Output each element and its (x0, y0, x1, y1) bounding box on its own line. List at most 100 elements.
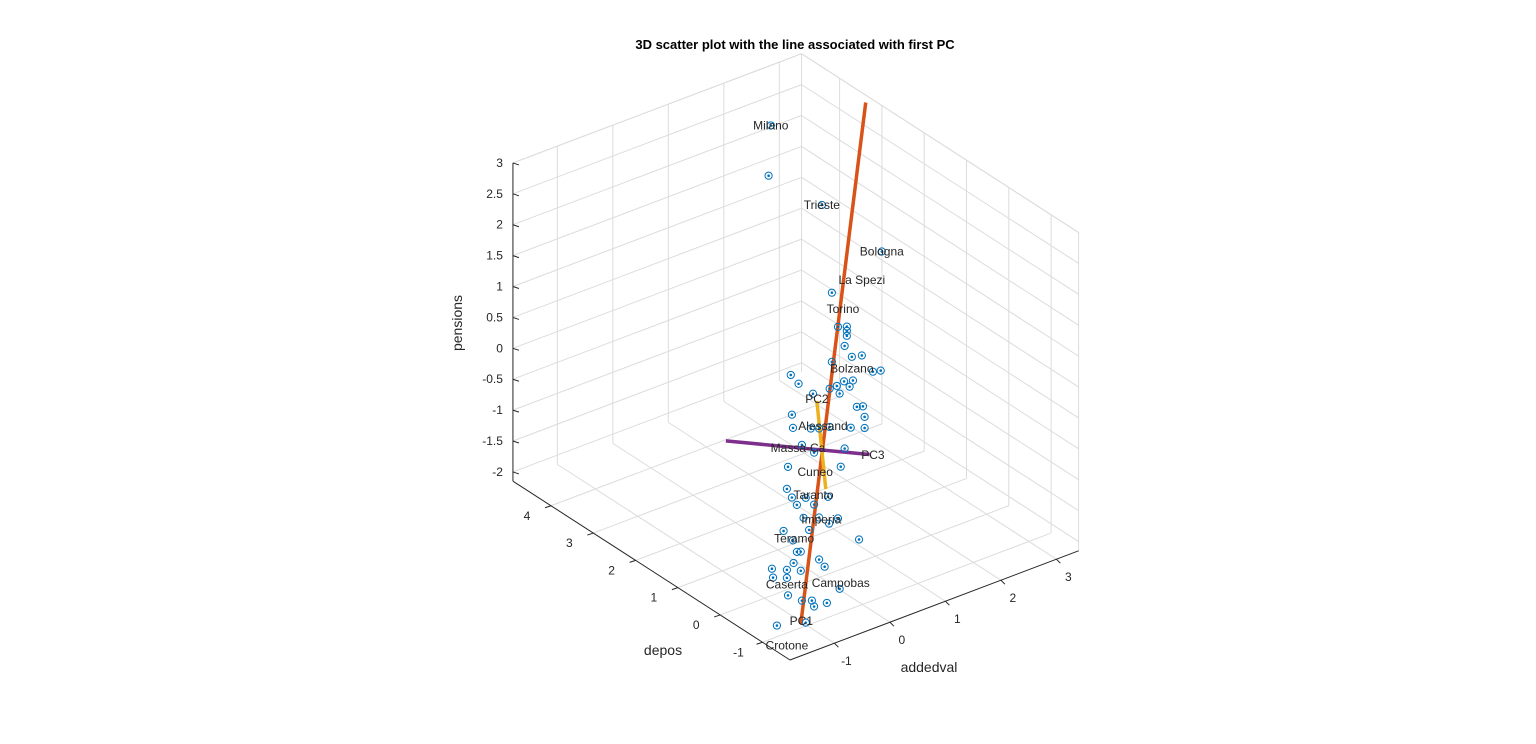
y-tick-label: -1 (733, 645, 744, 659)
data-point (764, 171, 773, 180)
point-ring (767, 564, 777, 573)
point-dot (830, 291, 834, 294)
grid-line (512, 176, 802, 287)
point-dot (810, 599, 814, 602)
point-dot (817, 558, 821, 561)
z-tick (512, 316, 520, 320)
z-tick-label: 2 (496, 218, 503, 232)
point-ring (815, 555, 824, 564)
data-point (827, 357, 836, 366)
point-ring (782, 573, 792, 582)
point-ring (807, 596, 816, 605)
point-label: La Spezi (838, 273, 885, 287)
grid-line (635, 450, 925, 561)
point-ring (797, 440, 806, 450)
data-point (789, 558, 798, 568)
z-tick-label: -2 (492, 465, 503, 479)
point-ring (827, 357, 836, 366)
point-ring (852, 402, 861, 411)
point-ring (825, 422, 834, 432)
data-point (842, 326, 851, 335)
y-tick (587, 532, 594, 536)
point-ring (835, 584, 844, 593)
data-point (839, 377, 849, 386)
point-ring (783, 462, 793, 471)
data-point (860, 412, 869, 421)
y-tick (756, 641, 763, 645)
data-point (801, 493, 810, 502)
data-point (794, 379, 803, 388)
point-ring (810, 448, 819, 457)
z-tick-label: -1.5 (482, 434, 503, 448)
box-edge (801, 53, 1079, 233)
data-point (858, 402, 868, 411)
y-tick-label: 1 (651, 591, 658, 605)
x-tick (1000, 579, 1006, 585)
point-dot (857, 538, 861, 541)
point-dot (830, 360, 834, 364)
data-point (810, 602, 819, 611)
point-dot (809, 427, 813, 430)
point-dot (786, 594, 790, 597)
z-tick-label: 2.5 (486, 187, 503, 201)
grid-line (512, 145, 802, 257)
data-point (797, 440, 806, 450)
point-ring (858, 402, 868, 411)
z-tick (512, 162, 520, 166)
data-point (767, 564, 777, 573)
data-point (857, 351, 866, 360)
grid-line (677, 477, 967, 589)
point-ring (799, 513, 808, 522)
point-labels: Milano Trieste Bologna Torino La Spezi Bolzan… (753, 118, 904, 652)
point-label: Massa-Ca (771, 441, 826, 455)
point-ring (836, 462, 845, 471)
point-ring (842, 326, 851, 335)
point-label: Torino (827, 302, 860, 316)
point-label: Milano (753, 118, 789, 132)
point-ring (876, 366, 885, 375)
data-point (792, 500, 802, 509)
point-dot (770, 567, 774, 571)
data-point (815, 555, 824, 564)
point-dot (812, 451, 816, 454)
point-ring (764, 171, 773, 180)
z-tick (512, 286, 520, 289)
data-point (868, 367, 878, 376)
data-point (815, 513, 824, 522)
point-ring (845, 382, 854, 391)
point-dot (799, 569, 803, 573)
x-axis-line (789, 550, 1079, 661)
point-ring (787, 410, 797, 419)
point-dot (817, 427, 821, 430)
point-ring (796, 566, 805, 575)
data-point (772, 621, 782, 630)
grid (512, 53, 1080, 644)
axes: -2 -1.5 -1 -0.5 0 0.5 1 1.5 2 2.5 3 -1 0 1 2 3 4 -1 0 1 2 3 (482, 156, 1079, 668)
point-dot (786, 465, 790, 469)
data-point (779, 526, 788, 536)
data-point (805, 525, 814, 535)
data-point (788, 423, 798, 432)
x-tick (1056, 558, 1061, 564)
z-tick-label: 0.5 (486, 310, 503, 324)
point-dot (789, 373, 793, 377)
point-dot (792, 561, 795, 565)
x-tick-label: 3 (1065, 570, 1072, 584)
x-tick (889, 621, 895, 627)
point-ring (815, 513, 824, 522)
point-dot (817, 516, 821, 519)
data-point (854, 535, 864, 544)
point-dot (790, 496, 794, 499)
point-dot (843, 447, 846, 450)
grid-line (801, 84, 1079, 264)
point-label: Caserta (766, 578, 808, 592)
point-ring (788, 423, 798, 432)
data-point (842, 331, 851, 340)
data-point (815, 424, 824, 433)
data-point (845, 382, 854, 391)
grid-line (801, 362, 1079, 542)
point-ring (877, 247, 886, 256)
y-tick (544, 505, 552, 509)
point-ring (815, 424, 824, 433)
